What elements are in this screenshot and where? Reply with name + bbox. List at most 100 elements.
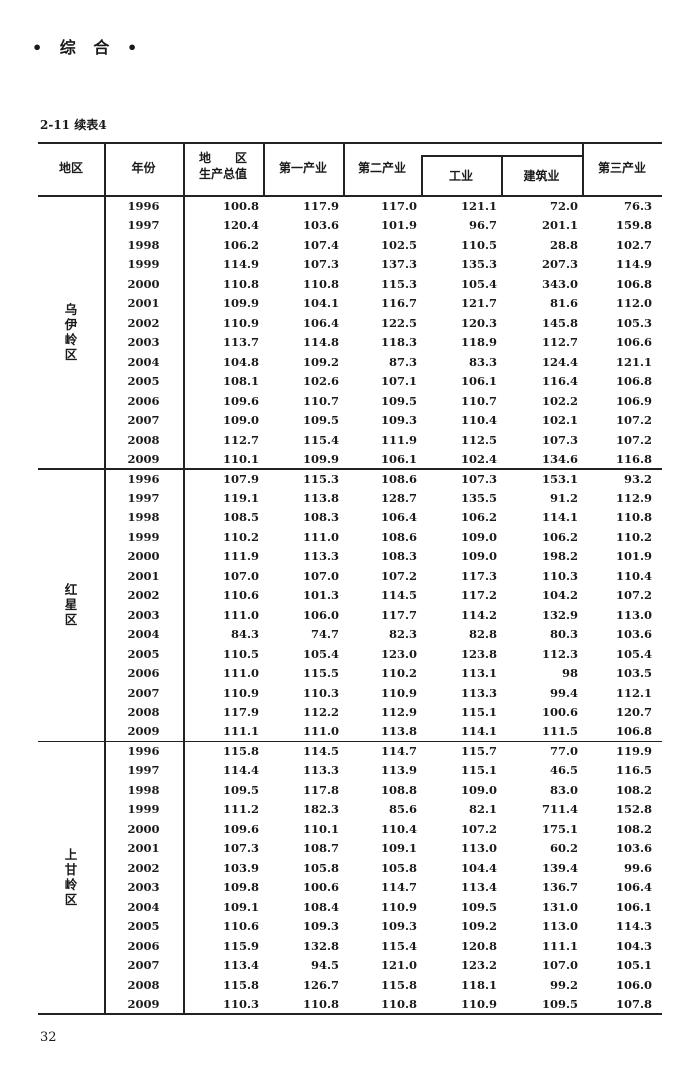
value-cell: 103.6 [615,841,652,856]
value-cell: 110.9 [222,315,259,330]
value-cell: 100.6 [541,705,578,720]
value-cell: 132.8 [302,938,339,953]
value-cell: 134.6 [541,451,578,466]
year-cell: 2007 [127,413,160,428]
value-cell: 106.4 [302,315,339,330]
header-divider [501,155,503,196]
value-cell: 113.3 [460,685,497,700]
value-cell: 102.6 [302,374,339,389]
year-cell: 2009 [127,724,160,739]
value-cell: 110.7 [460,393,497,408]
header-divider [421,155,423,196]
value-cell: 111.9 [380,432,417,447]
value-cell: 135.3 [460,257,497,272]
value-cell: 106.8 [615,374,652,389]
value-cell: 120.4 [222,218,259,233]
value-cell: 118.3 [380,335,417,350]
col-header-gdp-line2: 生产总值 [198,167,247,181]
col-header-primary: 第一产业 [278,161,327,175]
value-cell: 108.5 [222,510,259,525]
col-header-gdp-line1: 地 区 [198,151,247,165]
value-cell: 102.7 [615,237,652,252]
value-cell: 113.9 [380,763,417,778]
year-cell: 2008 [127,977,160,992]
value-cell: 110.1 [222,451,259,466]
value-cell: 109.0 [460,549,497,564]
value-cell: 110.8 [302,276,339,291]
year-cell: 2002 [127,315,160,330]
header-divider [263,143,265,196]
value-cell: 113.1 [460,666,497,681]
value-cell: 82.3 [388,627,417,642]
year-cell: 2007 [127,958,160,973]
year-cell: 2006 [127,938,160,953]
value-cell: 46.5 [549,763,578,778]
year-cell: 2008 [127,705,160,720]
year-cell: 1996 [127,471,160,486]
year-cell: 2004 [127,354,160,369]
value-cell: 96.7 [468,218,497,233]
year-cell: 2003 [127,607,160,622]
year-cell: 2001 [127,568,160,583]
value-cell: 136.7 [541,880,578,895]
value-cell: 110.8 [302,996,339,1011]
value-cell: 110.8 [615,510,652,525]
value-cell: 109.2 [460,919,497,934]
value-cell: 126.7 [302,977,339,992]
value-cell: 110.4 [615,568,652,583]
col-header-secondary: 第二产业 [357,161,406,175]
value-cell: 124.4 [541,354,578,369]
value-cell: 104.8 [222,354,259,369]
value-cell: 104.1 [302,296,339,311]
col-header-region: 地区 [58,161,83,175]
year-cell: 1997 [127,218,160,233]
value-cell: 123.8 [460,646,497,661]
value-cell: 102.5 [380,237,417,252]
value-cell: 107.8 [615,996,652,1011]
value-cell: 109.1 [222,899,259,914]
value-cell: 109.5 [302,413,339,428]
value-cell: 107.4 [302,237,339,252]
year-cell: 2005 [127,919,160,934]
value-cell: 108.3 [380,549,417,564]
group-rule [38,740,662,743]
value-cell: 107.2 [380,568,417,583]
value-cell: 107.3 [541,432,578,447]
value-cell: 116.4 [541,374,578,389]
table-bottom-rule [38,1013,662,1016]
value-cell: 108.4 [302,899,339,914]
value-cell: 110.5 [460,237,497,252]
value-cell: 113.3 [302,549,339,564]
value-cell: 106.4 [380,510,417,525]
value-cell: 108.3 [302,510,339,525]
value-cell: 101.3 [302,588,339,603]
year-cell: 1999 [127,529,160,544]
value-cell: 113.0 [541,919,578,934]
value-cell: 115.1 [460,705,497,720]
value-cell: 74.7 [310,627,339,642]
value-cell: 112.9 [615,490,652,505]
section-header: • 综 合 • [32,38,144,57]
value-cell: 111.0 [302,529,339,544]
table-title: 2-11 续表4 [40,118,107,132]
value-cell: 115.8 [222,744,259,758]
value-cell: 103.6 [302,218,339,233]
value-cell: 106.2 [222,237,259,252]
value-cell: 145.8 [541,315,578,330]
value-cell: 110.8 [222,276,259,291]
year-cell: 2001 [127,841,160,856]
value-cell: 109.3 [380,413,417,428]
value-cell: 106.8 [615,724,652,739]
value-cell: 106.6 [615,335,652,350]
value-cell: 114.9 [615,257,652,272]
value-cell: 106.0 [615,977,652,992]
region-divider [104,196,106,469]
value-cell: 84.3 [230,627,259,642]
year-cell: 1997 [127,490,160,505]
value-cell: 114.5 [380,588,417,603]
value-cell: 110.4 [380,821,417,836]
value-cell: 28.8 [549,237,578,252]
value-cell: 110.8 [380,996,417,1011]
value-cell: 112.7 [541,335,578,350]
value-cell: 99.2 [549,977,578,992]
